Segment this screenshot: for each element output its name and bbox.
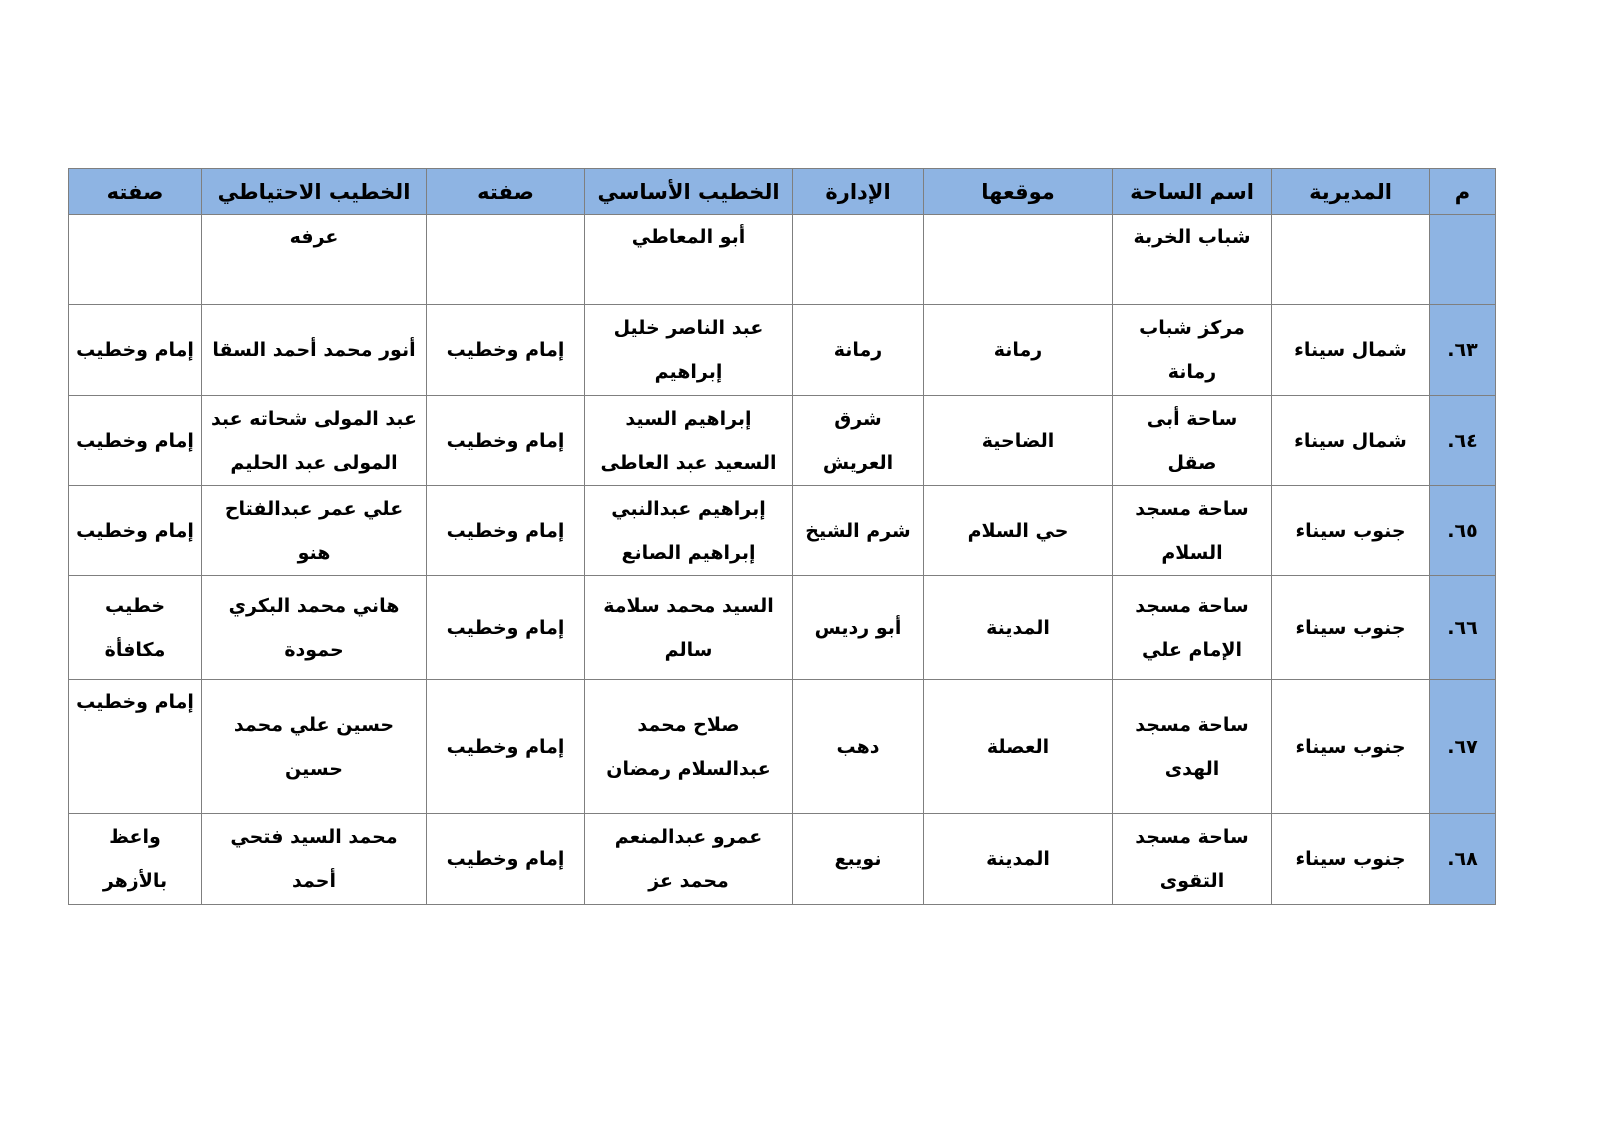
cell-main-preacher-title: إمام وخطيب (426, 575, 585, 680)
table-row: ٦٣. شمال سيناء مركز شباب رمانة رمانة رمانة عب… (68, 304, 1496, 396)
table-row: ٦٥. جنوب سيناء ساحة مسجد السلام حي السلام شر… (68, 485, 1496, 576)
cell-directorate: جنوب سيناء (1271, 679, 1430, 814)
header-row-number: م (1429, 168, 1496, 215)
cell-administration: رمانة (792, 304, 924, 396)
cell-main-preacher: إبراهيم عبدالنبي إبراهيم الصانع (584, 485, 793, 576)
cell-main-preacher: عبد الناصر خليل إبراهيم (584, 304, 793, 396)
cell-row-number: ٦٣. (1429, 304, 1496, 396)
cell-administration (792, 214, 924, 305)
cell-location (923, 214, 1113, 305)
cell-location: رمانة (923, 304, 1113, 396)
cell-row-number: ٦٨. (1429, 813, 1496, 905)
cell-square-name: ساحة مسجد الهدى (1112, 679, 1272, 814)
cell-square-name: ساحة أبى صقل (1112, 395, 1272, 486)
cell-main-preacher-title: إمام وخطيب (426, 813, 585, 905)
header-backup-preacher-title: صفته (68, 168, 202, 215)
header-main-preacher-title: صفته (426, 168, 585, 215)
cell-backup-preacher: حسين علي محمد حسين (201, 679, 427, 814)
cell-main-preacher-title: إمام وخطيب (426, 395, 585, 486)
table-row: ٦٦. جنوب سيناء ساحة مسجد الإمام علي المدينة… (68, 575, 1496, 680)
cell-backup-preacher-title (68, 214, 202, 305)
header-directorate: المديرية (1271, 168, 1430, 215)
table-row: شباب الخربة أبو المعاطي عرفه (68, 214, 1496, 305)
cell-row-number: ٦٦. (1429, 575, 1496, 680)
cell-backup-preacher: علي عمر عبدالفتاح هنو (201, 485, 427, 576)
cell-backup-preacher-title: واعظ بالأزهر (68, 813, 202, 905)
cell-row-number (1429, 214, 1496, 305)
cell-backup-preacher: محمد السيد فتحي أحمد (201, 813, 427, 905)
cell-administration: شرق العريش (792, 395, 924, 486)
cell-backup-preacher-title: خطيب مكافأة (68, 575, 202, 680)
cell-main-preacher: أبو المعاطي (584, 214, 793, 305)
cell-location: الضاحية (923, 395, 1113, 486)
table-row: ٦٤. شمال سيناء ساحة أبى صقل الضاحية شرق العر… (68, 395, 1496, 486)
cell-square-name: ساحة مسجد السلام (1112, 485, 1272, 576)
header-location: موقعها (923, 168, 1113, 215)
cell-main-preacher: عمرو عبدالمنعم محمد عز (584, 813, 793, 905)
cell-location: حي السلام (923, 485, 1113, 576)
cell-directorate: جنوب سيناء (1271, 813, 1430, 905)
cell-main-preacher-title (426, 214, 585, 305)
table-row: ٦٨. جنوب سيناء ساحة مسجد التقوى المدينة نويب… (68, 813, 1496, 905)
cell-administration: دهب (792, 679, 924, 814)
header-row: م المديرية اسم الساحة موقعها الإدارة الخطيب ا… (68, 168, 1496, 215)
cell-administration: أبو رديس (792, 575, 924, 680)
cell-main-preacher: صلاح محمد عبدالسلام رمضان (584, 679, 793, 814)
cell-main-preacher: السيد محمد سلامة سالم (584, 575, 793, 680)
cell-directorate: جنوب سيناء (1271, 485, 1430, 576)
cell-main-preacher: إبراهيم السيد السعيد عبد العاطى (584, 395, 793, 486)
cell-backup-preacher: عرفه (201, 214, 427, 305)
table-row: ٦٧. جنوب سيناء ساحة مسجد الهدى العصلة دهب صلا… (68, 679, 1496, 814)
cell-directorate (1271, 214, 1430, 305)
cell-backup-preacher-title: إمام وخطيب (68, 304, 202, 396)
cell-row-number: ٦٤. (1429, 395, 1496, 486)
cell-backup-preacher: أنور محمد أحمد السقا (201, 304, 427, 396)
cell-backup-preacher: عبد المولى شحاته عبد المولى عبد الحليم (201, 395, 427, 486)
header-square-name: اسم الساحة (1112, 168, 1272, 215)
cell-location: المدينة (923, 813, 1113, 905)
cell-square-name: مركز شباب رمانة (1112, 304, 1272, 396)
cell-directorate: شمال سيناء (1271, 304, 1430, 396)
preachers-table: م المديرية اسم الساحة موقعها الإدارة الخطيب ا… (68, 168, 1496, 905)
cell-square-name: ساحة مسجد التقوى (1112, 813, 1272, 905)
cell-square-name: شباب الخربة (1112, 214, 1272, 305)
header-backup-preacher: الخطيب الاحتياطي (201, 168, 427, 215)
cell-backup-preacher: هاني محمد البكري حمودة (201, 575, 427, 680)
cell-backup-preacher-title: إمام وخطيب (68, 395, 202, 486)
cell-administration: شرم الشيخ (792, 485, 924, 576)
cell-row-number: ٦٧. (1429, 679, 1496, 814)
cell-main-preacher-title: إمام وخطيب (426, 304, 585, 396)
cell-main-preacher-title: إمام وخطيب (426, 679, 585, 814)
cell-backup-preacher-title: إمام وخطيب (68, 485, 202, 576)
cell-backup-preacher-title: إمام وخطيب (68, 679, 202, 814)
cell-row-number: ٦٥. (1429, 485, 1496, 576)
header-main-preacher: الخطيب الأساسي (584, 168, 793, 215)
cell-location: المدينة (923, 575, 1113, 680)
cell-main-preacher-title: إمام وخطيب (426, 485, 585, 576)
header-administration: الإدارة (792, 168, 924, 215)
cell-location: العصلة (923, 679, 1113, 814)
cell-directorate: شمال سيناء (1271, 395, 1430, 486)
cell-administration: نويبع (792, 813, 924, 905)
cell-directorate: جنوب سيناء (1271, 575, 1430, 680)
cell-square-name: ساحة مسجد الإمام علي (1112, 575, 1272, 680)
